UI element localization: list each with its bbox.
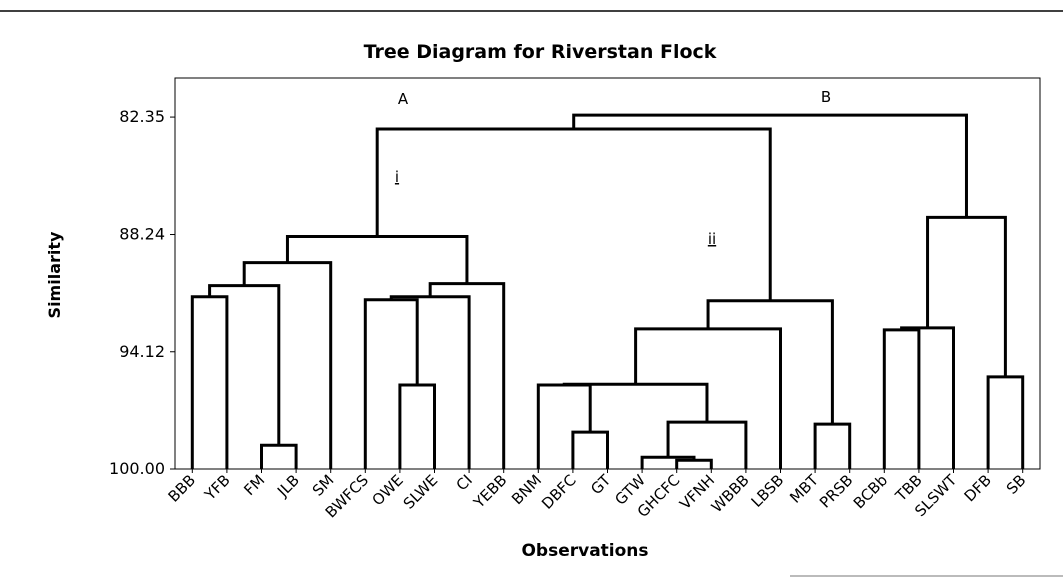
x-tick-label: GT (587, 471, 615, 499)
dendrogram-link (428, 282, 506, 469)
chart-title: Tree Diagram for Riverstan Flock (364, 41, 717, 63)
x-tick-label: FM (240, 471, 268, 499)
dendrogram-link (706, 299, 834, 425)
dendrogram-link (572, 113, 968, 218)
x-tick-label: JLB (273, 471, 303, 501)
y-axis-label: Similarity (45, 231, 64, 318)
dendrogram-link (571, 430, 609, 469)
plot-frame (174, 77, 1041, 470)
dendrogram-link (242, 261, 333, 469)
y-tick-label: 88.24 (119, 225, 165, 244)
dendrogram-link (389, 295, 471, 469)
dendrogram-link (675, 458, 713, 469)
dendrogram-link (813, 422, 852, 469)
x-tick-label: SB (1003, 471, 1030, 498)
dendrogram-link (882, 328, 921, 469)
annotation: B (821, 88, 831, 106)
annotation: A (398, 90, 409, 108)
x-tick-label: DBFC (538, 471, 580, 513)
dendrogram-link (285, 235, 469, 284)
dendrogram-link (190, 295, 229, 469)
x-tick-label: BBB (165, 471, 200, 506)
x-tick-label: SM (309, 471, 338, 500)
dendrogram-link (666, 420, 748, 469)
dendrogram-link (375, 127, 772, 301)
x-tick-label: LBSB (748, 471, 788, 511)
x-tick-label: YEBB (469, 471, 510, 512)
dendrogram-link (926, 215, 1007, 377)
dendrogram-link (900, 326, 955, 469)
y-tick-label: 100.00 (109, 459, 165, 478)
dendrogram-link (398, 383, 436, 469)
dendrogram-link (536, 383, 592, 469)
y-tick-label: 82.35 (119, 107, 165, 126)
annotation: ii (708, 230, 716, 248)
x-tick-label: SLWE (400, 471, 442, 513)
y-tick-label: 94.12 (119, 342, 165, 361)
dendrogram-link (562, 382, 709, 423)
x-tick-label: YFB (200, 471, 233, 504)
dendrogram-link (986, 375, 1025, 469)
x-tick-label: OWE (368, 471, 406, 509)
x-tick-label: PRSB (816, 471, 857, 512)
x-tick-label: BCBb (850, 471, 891, 512)
x-axis-label: Observations (521, 541, 648, 561)
annotation: i (395, 168, 399, 186)
x-tick-label: DFB (961, 471, 995, 505)
dendrogram-link (208, 284, 281, 446)
x-tick-label: WBBB (708, 471, 753, 516)
dendrogram-link (363, 298, 419, 469)
x-tick-label: CI (453, 471, 476, 494)
dendrogram-link (260, 443, 298, 469)
